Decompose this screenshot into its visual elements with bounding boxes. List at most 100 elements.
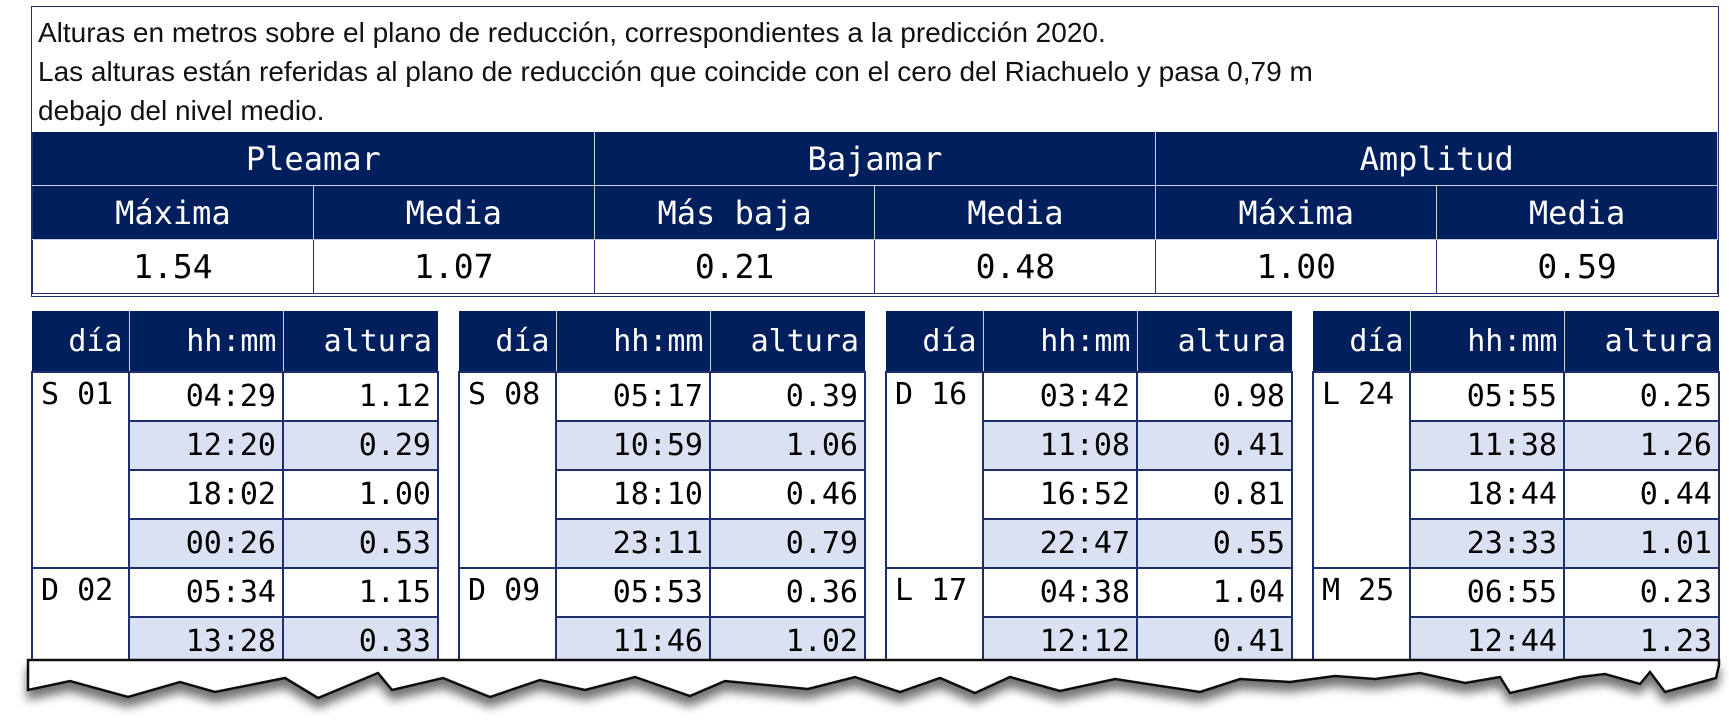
height-cell: 1.15 bbox=[282, 567, 439, 618]
subheader: Media bbox=[312, 185, 595, 240]
height-cell: 0.25 bbox=[1563, 371, 1720, 422]
day-cell: D 02 bbox=[31, 567, 130, 667]
time-cell: 05:34 bbox=[128, 567, 284, 618]
table-row: 22:47 0.55 bbox=[886, 518, 1293, 569]
time-cell: 03:42 bbox=[982, 371, 1138, 422]
table-row: 12:12 0.41 bbox=[886, 616, 1293, 667]
column-header-dia: día bbox=[459, 311, 557, 372]
group-header-bajamar: Bajamar bbox=[593, 132, 1157, 186]
column-header-height: altura bbox=[283, 311, 438, 372]
height-cell: 0.36 bbox=[709, 567, 866, 618]
time-cell: 18:02 bbox=[128, 469, 284, 520]
summary-value: 1.07 bbox=[312, 239, 595, 294]
time-cell: 10:59 bbox=[555, 420, 711, 471]
height-cell: 1.26 bbox=[1563, 420, 1720, 471]
table-row: 11:08 0.41 bbox=[886, 420, 1293, 471]
subheader: Máxima bbox=[32, 185, 314, 240]
summary-value: 0.48 bbox=[874, 239, 1157, 294]
height-cell: 0.23 bbox=[1563, 567, 1720, 618]
intro-line-2: Las alturas están referidas al plano de … bbox=[38, 56, 1313, 87]
table-row: 11:46 1.02 bbox=[459, 616, 866, 667]
time-cell: 18:10 bbox=[555, 469, 711, 520]
table-row: 16:52 0.81 bbox=[886, 469, 1293, 520]
summary-panel: Alturas en metros sobre el plano de redu… bbox=[31, 6, 1719, 297]
group-header-pleamar: Pleamar bbox=[32, 132, 595, 186]
table-row: 18:10 0.46 bbox=[459, 469, 866, 520]
table-row: S 08 05:17 0.39 bbox=[458, 371, 866, 569]
time-cell: 04:29 bbox=[128, 371, 284, 422]
summary-value: 0.59 bbox=[1436, 239, 1718, 294]
day-cell: L 24 bbox=[1312, 371, 1411, 569]
time-cell: 16:52 bbox=[982, 469, 1138, 520]
subheader: Media bbox=[1436, 185, 1718, 240]
column-header-dia: día bbox=[886, 311, 984, 372]
height-cell: 1.01 bbox=[1563, 518, 1720, 569]
height-cell: 0.44 bbox=[1563, 469, 1720, 520]
day-cell: S 01 bbox=[31, 371, 130, 569]
summary-value: 0.21 bbox=[593, 239, 876, 294]
column-header-dia: día bbox=[32, 311, 130, 372]
column-header-time: hh:mm bbox=[129, 311, 284, 372]
height-cell: 0.41 bbox=[1136, 616, 1293, 667]
time-cell: 13:28 bbox=[128, 616, 284, 667]
table-row: 18:02 1.00 bbox=[32, 469, 439, 520]
height-cell: 0.41 bbox=[1136, 420, 1293, 471]
time-cell: 11:08 bbox=[982, 420, 1138, 471]
column-header-height: altura bbox=[1137, 311, 1292, 372]
table-row: 10:59 1.06 bbox=[459, 420, 866, 471]
height-cell: 1.02 bbox=[709, 616, 866, 667]
time-cell: 18:44 bbox=[1409, 469, 1565, 520]
column-header-height: altura bbox=[710, 311, 865, 372]
summary-value: 1.54 bbox=[32, 239, 314, 294]
summary-value: 1.00 bbox=[1155, 239, 1438, 294]
tide-table: día hh:mm altura D 16 03:42 0.98 11:08 0.41 16:5… bbox=[885, 311, 1293, 667]
height-cell: 0.81 bbox=[1136, 469, 1293, 520]
table-row: 18:44 0.44 bbox=[1313, 469, 1720, 520]
time-cell: 05:53 bbox=[555, 567, 711, 618]
height-cell: 1.04 bbox=[1136, 567, 1293, 618]
tide-table: día hh:mm altura S 01 04:29 1.12 12:20 0.29 18:0… bbox=[31, 311, 439, 667]
time-cell: 00:26 bbox=[128, 518, 284, 569]
height-cell: 1.06 bbox=[709, 420, 866, 471]
height-cell: 1.12 bbox=[282, 371, 439, 422]
time-cell: 05:17 bbox=[555, 371, 711, 422]
time-cell: 12:20 bbox=[128, 420, 284, 471]
height-cell: 0.46 bbox=[709, 469, 866, 520]
height-cell: 1.00 bbox=[282, 469, 439, 520]
height-cell: 0.33 bbox=[282, 616, 439, 667]
table-row: 23:33 1.01 bbox=[1313, 518, 1720, 569]
height-cell: 0.98 bbox=[1136, 371, 1293, 422]
table-row: 12:20 0.29 bbox=[32, 420, 439, 471]
table-row: D 16 03:42 0.98 bbox=[885, 371, 1293, 569]
summary-table: Pleamar Bajamar Amplitud Máxima Media Má… bbox=[32, 132, 1718, 294]
height-cell: 0.55 bbox=[1136, 518, 1293, 569]
table-row: D 09 05:53 0.36 bbox=[458, 567, 866, 667]
time-cell: 23:33 bbox=[1409, 518, 1565, 569]
day-cell: S 08 bbox=[458, 371, 557, 569]
height-cell: 0.53 bbox=[282, 518, 439, 569]
table-row: 00:26 0.53 bbox=[32, 518, 439, 569]
height-cell: 0.79 bbox=[709, 518, 866, 569]
column-header-dia: día bbox=[1313, 311, 1411, 372]
torn-paper-edge bbox=[26, 658, 1721, 700]
time-cell: 11:38 bbox=[1409, 420, 1565, 471]
height-cell: 0.39 bbox=[709, 371, 866, 422]
table-row: L 17 04:38 1.04 bbox=[885, 567, 1293, 667]
table-row: 12:44 1.23 bbox=[1313, 616, 1720, 667]
height-cell: 1.23 bbox=[1563, 616, 1720, 667]
table-row: S 01 04:29 1.12 bbox=[31, 371, 439, 569]
table-row: D 02 05:34 1.15 bbox=[31, 567, 439, 667]
table-row: 13:28 0.33 bbox=[32, 616, 439, 667]
table-row: 23:11 0.79 bbox=[459, 518, 866, 569]
column-header-height: altura bbox=[1564, 311, 1719, 372]
table-row: L 24 05:55 0.25 bbox=[1312, 371, 1720, 569]
intro-line-3: debajo del nivel medio. bbox=[38, 95, 325, 126]
intro-line-1: Alturas en metros sobre el plano de redu… bbox=[38, 17, 1106, 48]
table-row: 11:38 1.26 bbox=[1313, 420, 1720, 471]
column-header-time: hh:mm bbox=[983, 311, 1138, 372]
subheader: Media bbox=[874, 185, 1157, 240]
time-cell: 05:55 bbox=[1409, 371, 1565, 422]
time-cell: 06:55 bbox=[1409, 567, 1565, 618]
time-cell: 23:11 bbox=[555, 518, 711, 569]
